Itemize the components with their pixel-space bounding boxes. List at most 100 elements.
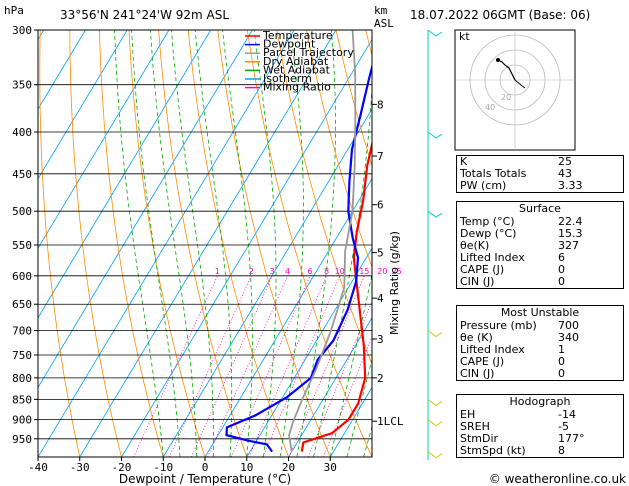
x-tick-label: -10: [153, 461, 173, 474]
wet-adiabat-line: [253, 30, 277, 457]
pressure-tick-label: 900: [12, 414, 32, 427]
surface-label: θe(K): [460, 239, 490, 252]
isotherm-line: [288, 317, 372, 457]
x-tick-label: 0: [202, 461, 209, 474]
mixing-ratio-line: [168, 275, 252, 457]
hodograph-table-row: SREH -5: [457, 421, 623, 433]
legend-label: Isotherm: [263, 72, 312, 85]
most-unstable-value: 700: [558, 319, 579, 332]
most-unstable-row: Pressure (mb) 700: [457, 320, 623, 332]
mixing-ratio-label: 15: [359, 267, 369, 276]
wind-barb: [427, 398, 443, 406]
mixing-ratio-line: [133, 275, 218, 457]
dry-adiabat-line: [217, 30, 331, 457]
mixing-ratio-label: 10: [335, 267, 345, 276]
mixing-ratio-label: 2: [249, 267, 254, 276]
pressure-tick-label: 950: [12, 433, 32, 446]
wet-adiabat-line: [171, 30, 214, 457]
x-tick-label: 20: [282, 461, 295, 474]
legend-label: Mixing Ratio: [263, 81, 331, 94]
surface-value: 0: [558, 263, 565, 276]
pressure-tick-label: 700: [12, 325, 32, 338]
mixing-ratio-line: [231, 275, 311, 457]
dry-adiabat-line: [187, 30, 289, 457]
background-lines: [38, 30, 372, 457]
surface-label: Dewp (°C): [460, 227, 517, 240]
legend-label: Dry Adiabat: [263, 55, 329, 68]
surface-value: 22.4: [558, 215, 583, 228]
wind-profile: [427, 29, 443, 460]
pressure-tick-label: 400: [12, 126, 32, 139]
hodograph-table: Hodograph EH -14 SREH -5 StmDir 177° StmSpd (k…: [456, 394, 624, 458]
dewpoint-series-line: [225, 63, 372, 453]
surface-value: 327: [558, 239, 579, 252]
mixing-ratio-line: [288, 275, 365, 457]
most-unstable-value: 1: [558, 343, 565, 356]
wind-barb: [427, 131, 443, 139]
surface-table: Surface Temp (°C) 22.4 Dewp (°C) 15.3 θe(K) 3…: [456, 201, 624, 289]
surface-label: CAPE (J): [460, 263, 505, 276]
pressure-tick-label: 450: [12, 168, 32, 181]
hodograph-table-value: 8: [558, 444, 565, 457]
x-tick-label: -20: [112, 461, 132, 474]
most-unstable-label: CAPE (J): [460, 355, 505, 368]
plot-frame: [37, 29, 373, 458]
totals-value: 43: [558, 167, 572, 180]
most-unstable-table: Most Unstable Pressure (mb) 700 θe (K) 340 L…: [456, 305, 624, 381]
hodograph-endpoint: [496, 58, 500, 62]
pressure-tick-label: 650: [12, 298, 32, 311]
wind-barb: [427, 419, 443, 427]
x-tick-label: -40: [28, 461, 48, 474]
surface-value: 15.3: [558, 227, 583, 240]
wet-adiabat-line: [114, 30, 164, 457]
most-unstable-row: CIN (J) 0: [457, 368, 623, 380]
k-label: K: [460, 155, 468, 168]
hodograph-unit-label: kt: [459, 30, 470, 43]
hodograph-storm-vector: [514, 79, 526, 89]
location-title: 33°56'N 241°24'W 92m ASL: [60, 8, 229, 22]
surface-value: 0: [558, 275, 565, 288]
most-unstable-value: 340: [558, 331, 579, 344]
hodograph-table-value: 177°: [558, 432, 585, 445]
pressure-tick-label: 800: [12, 372, 32, 385]
isotherm-line: [38, 30, 295, 457]
isotherm-line: [246, 247, 372, 457]
surface-row: θe(K) 327: [457, 240, 623, 252]
wet-adiabat-line: [194, 30, 233, 457]
wet-adiabat-line: [346, 357, 372, 457]
most-unstable-row: Lifted Index 1: [457, 344, 623, 356]
wind-barb: [427, 451, 443, 459]
most-unstable-label: Lifted Index: [460, 343, 525, 356]
hodograph: kt 20 40: [454, 29, 576, 151]
hodograph-table-label: EH: [460, 408, 476, 421]
isotherm-line: [162, 108, 372, 457]
x-tick-label: -30: [70, 461, 90, 474]
dry-adiabat-line: [69, 30, 122, 457]
isotherm-line: [38, 30, 253, 389]
isotherm-line: [38, 30, 128, 180]
mixing-ratio-line: [207, 275, 288, 457]
x-tick-label: 30: [324, 461, 337, 474]
surface-label: CIN (J): [460, 275, 495, 288]
surface-row: Dewp (°C) 15.3: [457, 228, 623, 240]
mixing-ratio-label: 8: [324, 267, 329, 276]
hodograph-table-label: StmDir: [460, 432, 499, 445]
dry-adiabat-line: [39, 30, 81, 457]
hpa-label: hPa: [4, 4, 24, 17]
surface-row: CIN (J) 0: [457, 276, 623, 288]
datetime-title: 18.07.2022 06GMT (Base: 06): [410, 8, 590, 22]
mixing-ratio-label: 4: [285, 267, 290, 276]
hodograph-ring-label: 40: [485, 103, 495, 112]
x-axis-title: Dewpoint / Temperature (°C): [119, 472, 291, 486]
legend-label: Parcel Trajectory: [263, 46, 354, 59]
pressure-tick-label: 500: [12, 205, 32, 218]
isotherm-line: [79, 30, 337, 457]
dry-adiabat-line: [306, 30, 372, 269]
surface-row: Lifted Index 6: [457, 252, 623, 264]
hodograph-table-row: EH -14: [457, 409, 623, 421]
dry-adiabat-line: [335, 30, 372, 167]
wind-barb: [427, 330, 443, 338]
most-unstable-label: Pressure (mb): [460, 319, 537, 332]
